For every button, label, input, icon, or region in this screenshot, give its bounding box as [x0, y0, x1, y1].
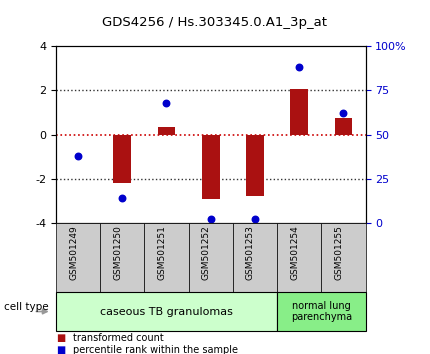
Point — [119, 195, 126, 201]
Point — [296, 64, 303, 70]
Bar — [290, 89, 308, 135]
Bar — [335, 118, 352, 135]
Text: caseous TB granulomas: caseous TB granulomas — [100, 307, 233, 316]
Text: percentile rank within the sample: percentile rank within the sample — [73, 345, 238, 354]
Text: GSM501253: GSM501253 — [246, 225, 255, 280]
Bar — [202, 135, 220, 199]
Bar — [246, 135, 264, 196]
Point — [74, 153, 81, 159]
Text: GDS4256 / Hs.303345.0.A1_3p_at: GDS4256 / Hs.303345.0.A1_3p_at — [102, 16, 328, 29]
Text: GSM501251: GSM501251 — [157, 225, 166, 280]
Bar — [158, 127, 175, 135]
Point — [252, 217, 258, 222]
Text: GSM501254: GSM501254 — [290, 225, 299, 280]
Text: ■: ■ — [56, 345, 65, 354]
Text: normal lung
parenchyma: normal lung parenchyma — [291, 301, 352, 322]
Point — [163, 100, 170, 105]
Bar — [114, 135, 131, 183]
Text: transformed count: transformed count — [73, 333, 164, 343]
Point — [340, 110, 347, 116]
Text: GSM501249: GSM501249 — [69, 225, 78, 280]
Text: cell type: cell type — [4, 302, 49, 312]
Text: GSM501250: GSM501250 — [113, 225, 122, 280]
Point — [207, 217, 214, 222]
Text: ■: ■ — [56, 333, 65, 343]
Text: GSM501252: GSM501252 — [202, 225, 211, 280]
Text: GSM501255: GSM501255 — [335, 225, 344, 280]
